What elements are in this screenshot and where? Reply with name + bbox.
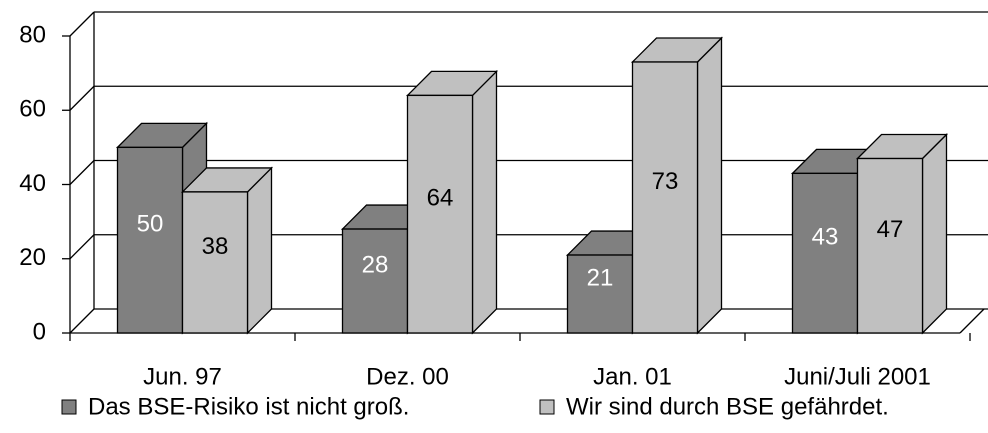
legend-swatch bbox=[61, 399, 77, 415]
x-tick-label: Jan. 01 bbox=[593, 363, 672, 390]
x-tick-label: Juni/Juli 2001 bbox=[784, 363, 931, 390]
data-label: 73 bbox=[652, 168, 679, 195]
y-tick-label: 20 bbox=[19, 244, 46, 271]
legend-label: Das BSE-Risiko ist nicht groß. bbox=[88, 393, 409, 420]
bar-side bbox=[246, 166, 273, 335]
data-label: 47 bbox=[877, 216, 904, 243]
data-label: 43 bbox=[812, 224, 839, 251]
x-tick-label: Jun. 97 bbox=[143, 363, 222, 390]
grid-side bbox=[69, 11, 95, 37]
bar-front bbox=[566, 254, 634, 334]
y-tick-label: 60 bbox=[19, 96, 46, 123]
bar bbox=[180, 166, 274, 335]
data-label: 38 bbox=[202, 233, 229, 260]
bar-side bbox=[696, 36, 723, 335]
data-label: 28 bbox=[362, 251, 389, 278]
bar-front bbox=[341, 228, 409, 334]
grid-side bbox=[69, 234, 95, 260]
data-label: 64 bbox=[427, 185, 454, 212]
bar-side bbox=[471, 69, 498, 335]
grid-side bbox=[69, 160, 95, 185]
data-label: 21 bbox=[587, 264, 614, 291]
grid-side bbox=[69, 85, 95, 111]
legend-label: Wir sind durch BSE gefährdet. bbox=[566, 393, 889, 420]
x-tick-label: Dez. 00 bbox=[366, 363, 449, 390]
y-tick-label: 40 bbox=[19, 170, 46, 197]
bar-front bbox=[856, 157, 924, 334]
bar bbox=[855, 132, 949, 335]
bar-front bbox=[631, 61, 699, 334]
bar-front bbox=[791, 172, 859, 334]
data-label: 50 bbox=[137, 211, 164, 238]
legend-swatch bbox=[539, 399, 555, 415]
bar bbox=[630, 36, 724, 335]
bar-front bbox=[181, 191, 249, 334]
grid-side bbox=[69, 308, 95, 334]
y-tick-label: 0 bbox=[33, 318, 46, 345]
floor-edge bbox=[959, 308, 985, 334]
bar bbox=[405, 69, 499, 335]
bar-front bbox=[406, 94, 474, 334]
y-tick-label: 80 bbox=[19, 21, 46, 48]
bar-side bbox=[921, 132, 948, 335]
bar-front bbox=[116, 146, 184, 334]
